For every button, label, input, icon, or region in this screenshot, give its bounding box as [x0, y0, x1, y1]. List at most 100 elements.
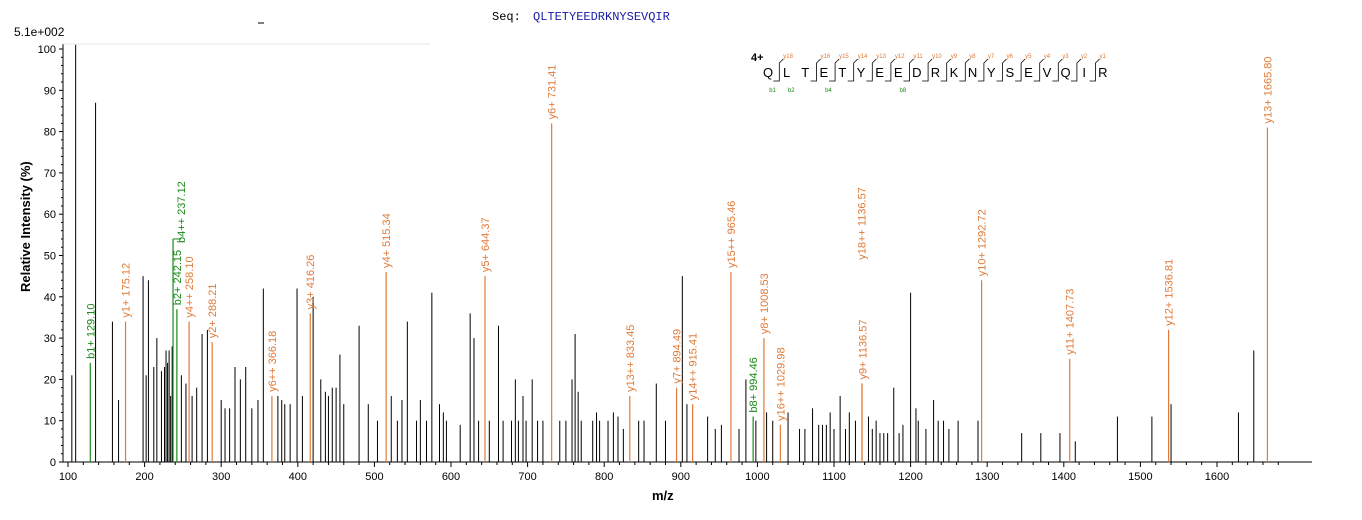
peak-series	[71, 44, 1255, 462]
y-ion-bracket	[1015, 58, 1026, 82]
peak-label: y9+ 1136.57	[858, 319, 870, 379]
y-ion-bracket	[847, 58, 858, 82]
x-tick-label: 900	[672, 471, 690, 483]
y-ion-bracket	[903, 58, 914, 82]
x-tick-label: 400	[289, 471, 307, 483]
y-ion-tag: y7	[988, 54, 995, 60]
x-tick-label: 300	[212, 471, 230, 483]
peak-label: y7+ 894.49	[672, 329, 684, 384]
sequence-residue: L	[783, 65, 790, 80]
sequence-residue: S	[1005, 65, 1014, 80]
peak-label: y16++ 1029.98	[775, 347, 787, 420]
x-tick-label: 1500	[1128, 471, 1152, 483]
y-ion-tag: y3	[1062, 54, 1069, 60]
y-ion-tag: y16	[821, 54, 831, 60]
sequence-residue: Y	[987, 65, 996, 80]
y-ion-bracket	[773, 58, 784, 82]
y-axis: 0 10 20 30 40 50 60 70 80 90 100	[38, 44, 63, 469]
peak-label: b1+ 129.10	[85, 304, 97, 359]
peak-label: y6+ 731.41	[547, 65, 559, 120]
peak-label: y14++ 915.41	[688, 333, 700, 400]
x-axis-title: m/z	[652, 488, 674, 503]
x-tick-label: 700	[518, 471, 536, 483]
x-tick-label: 1200	[898, 471, 922, 483]
intensity-scale-label: 5.1e+002	[14, 25, 65, 39]
y-ion-bracket	[866, 58, 877, 82]
peak-label: y11+ 1407.73	[1065, 289, 1077, 355]
peak-label: y15++ 965.46	[726, 201, 738, 268]
x-tick-label: 200	[135, 471, 153, 483]
y-tick-label: 100	[38, 44, 56, 56]
y-ion-bracket	[977, 58, 989, 82]
y-ion-tag: y12	[895, 54, 905, 60]
peak-label: b8+ 994.46	[748, 357, 760, 412]
sequence-residue: E	[894, 65, 903, 80]
sequence-residue: K	[950, 65, 959, 80]
b-ion-tag: b4	[825, 88, 832, 94]
y-ion-bracket	[1070, 58, 1082, 82]
x-tick-label: 100	[59, 471, 77, 483]
x-tick-label: 1100	[822, 471, 846, 483]
y-ion-bracket	[884, 58, 896, 82]
plot-frame	[62, 43, 1312, 463]
peak-label: y18++ 1136.57	[857, 187, 869, 260]
y-ion-tag: y5	[1025, 54, 1032, 60]
sequence-residue: D	[912, 65, 921, 80]
y-tick-label: 50	[44, 251, 56, 263]
y-tick-label: 30	[44, 333, 56, 345]
y-ion-tag: y8	[969, 54, 976, 60]
y-ion-tag: y13	[876, 54, 886, 60]
x-tick-label: 1600	[1205, 471, 1229, 483]
y-ion-tag: y18	[783, 54, 793, 60]
sequence-residue: E	[819, 65, 828, 80]
y-tick-label: 0	[50, 457, 56, 469]
peak-label: y10+ 1292.72	[977, 209, 989, 276]
peak-label: y12+ 1536.81	[1164, 259, 1176, 326]
sequence-residue: R	[931, 65, 940, 80]
charge-state-label: 4+	[751, 52, 764, 64]
peak-label: y2+ 288.21	[207, 283, 219, 338]
b-ion-tag: b2	[788, 88, 795, 94]
sequence-residue: Y	[857, 65, 866, 80]
peak-label: y13+ 1665.80	[1262, 56, 1274, 123]
y-ion-tag: y4	[1044, 54, 1051, 60]
sequence-residue: N	[968, 65, 977, 80]
y-tick-label: 20	[44, 374, 56, 386]
y-ion-bracket	[1089, 58, 1100, 82]
x-tick-label: 600	[442, 471, 460, 483]
y-ion-tag: y15	[839, 54, 849, 60]
x-tick-label: 500	[365, 471, 383, 483]
peak-label: y8+ 1008.53	[759, 273, 771, 334]
y-ion-tag: y6	[1007, 54, 1014, 60]
sequence-prefix: Seq:	[492, 10, 521, 24]
x-tick-label: 1000	[745, 471, 769, 483]
x-tick-label: 1300	[975, 471, 999, 483]
sequence-residue: R	[1098, 65, 1107, 80]
b-ion-tag: b8	[900, 88, 907, 94]
y-tick-label: 40	[44, 292, 56, 304]
y-ion-bracket	[996, 58, 1007, 82]
peak-label: y3+ 416.26	[305, 255, 317, 310]
y-ion-tag: y11	[914, 54, 924, 60]
b-ion-tag: b1	[769, 88, 776, 94]
y-tick-label: 90	[44, 85, 56, 97]
y-ion-bracket	[1052, 58, 1063, 82]
y-ion-tag: y14	[858, 54, 868, 60]
y-ion-bracket	[959, 58, 970, 82]
x-tick-label: 800	[595, 471, 613, 483]
sequence-residue: V	[1043, 65, 1052, 80]
y-ion-bracket	[922, 58, 933, 82]
y-axis-title: Relative Intensity (%)	[18, 161, 33, 292]
peak-label: y6++ 366.18	[267, 331, 279, 392]
sequence-residue: Q	[1061, 65, 1071, 80]
peak-label: y5+ 644.37	[480, 217, 492, 272]
sequence-residue: I	[1082, 65, 1086, 80]
y-tick-label: 70	[44, 168, 56, 180]
peak-label: y4++ 258.10	[184, 256, 196, 317]
peak-label: b2+ 242.15	[172, 250, 184, 305]
peak-label: y4+ 515.34	[381, 213, 393, 268]
sequence-residue: E	[1024, 65, 1033, 80]
x-tick-label: 1400	[1052, 471, 1076, 483]
y-ion-tag: y10	[932, 54, 942, 60]
